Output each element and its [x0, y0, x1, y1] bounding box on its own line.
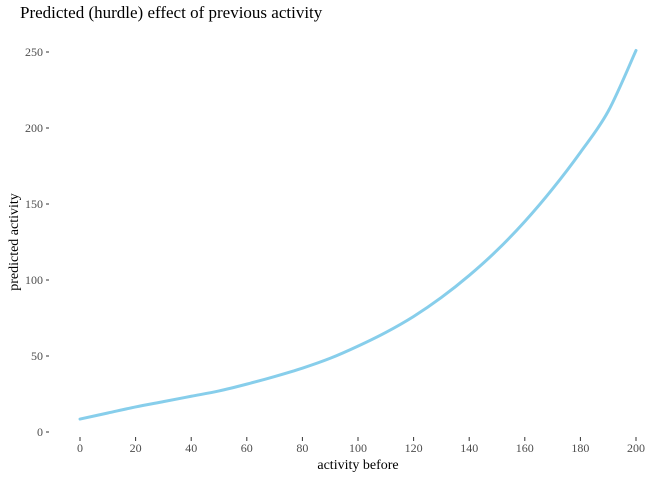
x-axis: 0 20 40 60 80 100 120 140 160 180 200 [77, 437, 645, 455]
series-line [78, 48, 638, 421]
y-tick-label: 200 [25, 121, 43, 135]
series-group [78, 48, 638, 421]
y-axis-label: predicted activity [7, 193, 22, 291]
x-tick-label: 100 [349, 441, 367, 455]
x-tick-label: 120 [405, 441, 423, 455]
x-tick-label: 80 [296, 441, 308, 455]
x-tick-label: 200 [627, 441, 645, 455]
x-tick-label: 180 [571, 441, 589, 455]
y-tick-label: 250 [25, 45, 43, 59]
y-tick-label: 0 [37, 425, 43, 439]
chart-title: Predicted (hurdle) effect of previous ac… [20, 3, 323, 22]
x-tick-label: 40 [185, 441, 197, 455]
x-tick-label: 140 [460, 441, 478, 455]
x-tick-label: 0 [77, 441, 83, 455]
x-tick-label: 20 [130, 441, 142, 455]
x-axis-label: activity before [317, 458, 398, 473]
x-tick-label: 160 [516, 441, 534, 455]
y-tick-label: 150 [25, 197, 43, 211]
y-tick-label: 100 [25, 273, 43, 287]
y-axis: 0 50 100 150 200 250 [25, 45, 49, 439]
y-tick-label: 50 [31, 349, 43, 363]
x-tick-label: 60 [241, 441, 253, 455]
